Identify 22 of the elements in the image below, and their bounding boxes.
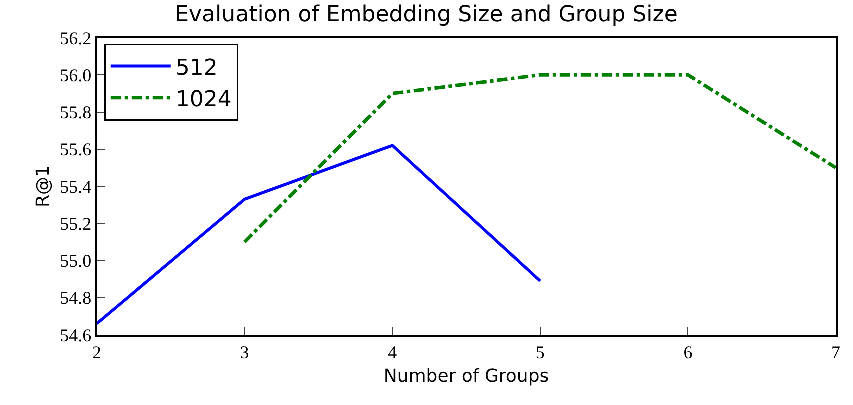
y-tick-label: 56.2 [60,28,92,48]
y-tick-label: 55.6 [60,140,92,160]
y-tick-label: 56.0 [60,65,92,86]
x-tick-label: 7 [832,342,840,362]
legend-label: 1024 [176,87,232,112]
y-tick-label: 54.6 [60,325,92,346]
x-tick-label: 5 [536,342,545,362]
x-axis-title: Number of Groups [384,366,550,387]
x-tick-label: 4 [388,342,398,362]
chart-title: Evaluation of Embedding Size and Group Size [175,2,678,28]
y-axis-title: R@1 [32,166,54,208]
legend-label: 512 [176,56,218,81]
line-series [243,73,836,244]
y-tick-label: 55.0 [60,251,92,272]
x-tick-label: 3 [240,342,250,362]
y-tick-label: 55.8 [60,102,92,123]
x-tick-label: 6 [684,342,693,362]
y-tick-label: 55.4 [60,176,92,197]
x-tick-label: 2 [92,342,102,362]
y-tick-label: 55.2 [60,214,92,234]
line-series [97,144,542,326]
y-tick-label: 54.8 [60,288,92,308]
